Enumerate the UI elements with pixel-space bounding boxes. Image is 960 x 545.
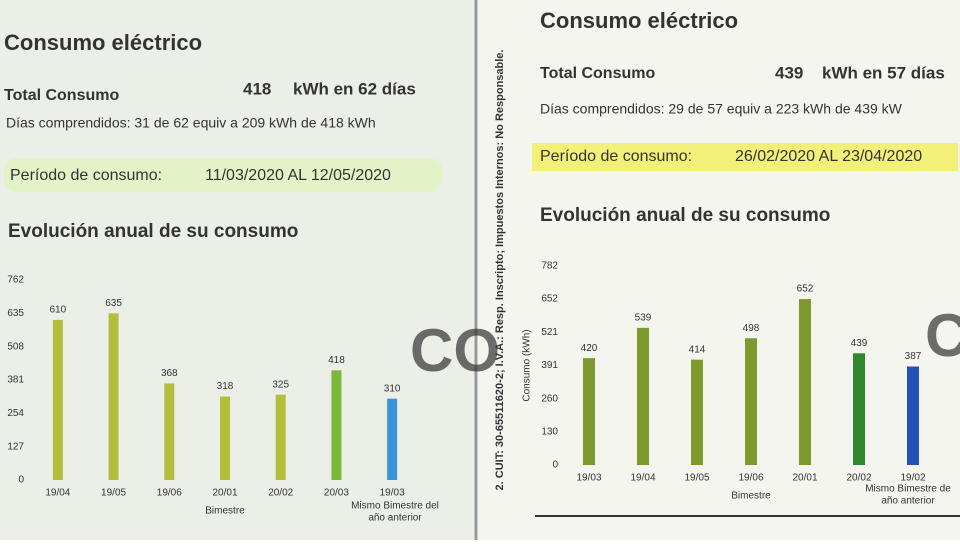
total-value: 439 [775,63,803,82]
y-tick-label: 782 [541,261,558,272]
days-line: Días comprendidos: 29 de 57 equiv a 223 … [540,101,903,117]
right-paper [478,0,960,540]
y-tick-label: 0 [552,460,558,471]
x-tick-label: 20/02 [268,488,293,499]
total-unit: kWh en 62 días [293,79,416,98]
x-tick-label: 20/02 [846,473,871,484]
x-axis-label: Bimestre [731,491,771,502]
period-highlight [4,158,442,192]
bar-value-label: 318 [217,381,234,392]
bar-value-label: 420 [581,343,598,354]
x-tick-label: 19/06 [738,473,763,484]
x-tick-label: 19/05 [101,488,126,499]
days-line: Días comprendidos: 31 de 62 equiv a 209 … [6,115,376,131]
x-tick-label: 20/01 [212,488,237,499]
total-label: Total Consumo [540,65,655,82]
panel-title: Consumo eléctrico [540,8,738,33]
bar [331,370,342,480]
bar [220,396,230,480]
period-value: 26/02/2020 AL 23/04/2020 [735,148,922,165]
y-tick-label: 762 [7,275,24,286]
bar-value-label: 635 [105,298,122,309]
y-tick-label: 635 [7,308,24,319]
y-tick-label: 0 [18,475,24,486]
x-tick-label: 20/01 [792,473,817,484]
x-tick-label: 19/03 [380,488,405,499]
x-note: Mismo Bimestre de [865,484,951,495]
chart-title: Evolución anual de su consumo [540,205,830,226]
bar [637,327,649,465]
x-note: año anterior [881,496,935,507]
bar-value-label: 439 [851,338,868,349]
bar [108,313,119,480]
y-tick-label: 130 [541,427,558,438]
chart-title: Evolución anual de su consumo [8,221,298,242]
bar [583,358,595,465]
y-tick-label: 521 [541,327,558,338]
y-tick-label: 254 [7,408,24,419]
x-tick-label: 20/03 [324,488,349,499]
x-tick-label: 19/02 [900,473,925,484]
bar-value-label: 387 [905,351,922,362]
x-tick-label: 19/06 [157,488,182,499]
y-tick-label: 391 [541,360,558,371]
y-tick-label: 127 [7,441,24,452]
panel-title: Consumo eléctrico [4,30,202,55]
y-tick-label: 652 [541,294,558,305]
bar [52,319,63,480]
bar [387,398,398,480]
x-note: Mismo Bimestre del [351,501,439,512]
stamp: C [925,302,960,369]
bar-value-label: 414 [689,344,706,355]
bar-value-label: 325 [272,379,289,390]
period-value: 11/03/2020 AL 12/05/2020 [205,167,391,184]
side-text: 2. CUIT: 30-65511620-2; I.V.A.: Resp. In… [494,50,506,491]
total-unit: kWh en 57 días [822,63,945,82]
bar [853,353,865,465]
bar-value-label: 498 [743,323,760,334]
y-axis-label: Consumo (kWh) [522,329,533,401]
bar-value-label: 539 [635,312,652,323]
y-tick-label: 381 [7,375,24,386]
period-label: Período de consumo: [10,167,162,184]
x-tick-label: 19/04 [630,473,655,484]
bar-value-label: 310 [384,383,401,394]
period-label: Período de consumo: [540,148,692,165]
y-tick-label: 260 [541,393,558,404]
x-note: año anterior [368,513,422,524]
x-tick-label: 19/03 [576,473,601,484]
bar [275,394,286,480]
stamp: CO [410,317,500,384]
bar [799,299,811,465]
total-value: 418 [243,79,271,98]
bar [745,338,757,465]
x-tick-label: 19/04 [45,488,70,499]
bar-value-label: 610 [50,305,67,316]
bar [164,383,175,480]
bar-value-label: 368 [161,368,178,379]
x-tick-label: 19/05 [684,473,709,484]
period-highlight [532,143,958,171]
x-axis-label: Bimestre [205,506,245,517]
bar-value-label: 652 [797,284,814,295]
y-tick-label: 508 [7,341,24,352]
bar-value-label: 418 [328,355,345,366]
bar [691,359,703,465]
bar [907,366,919,465]
total-label: Total Consumo [4,87,119,104]
